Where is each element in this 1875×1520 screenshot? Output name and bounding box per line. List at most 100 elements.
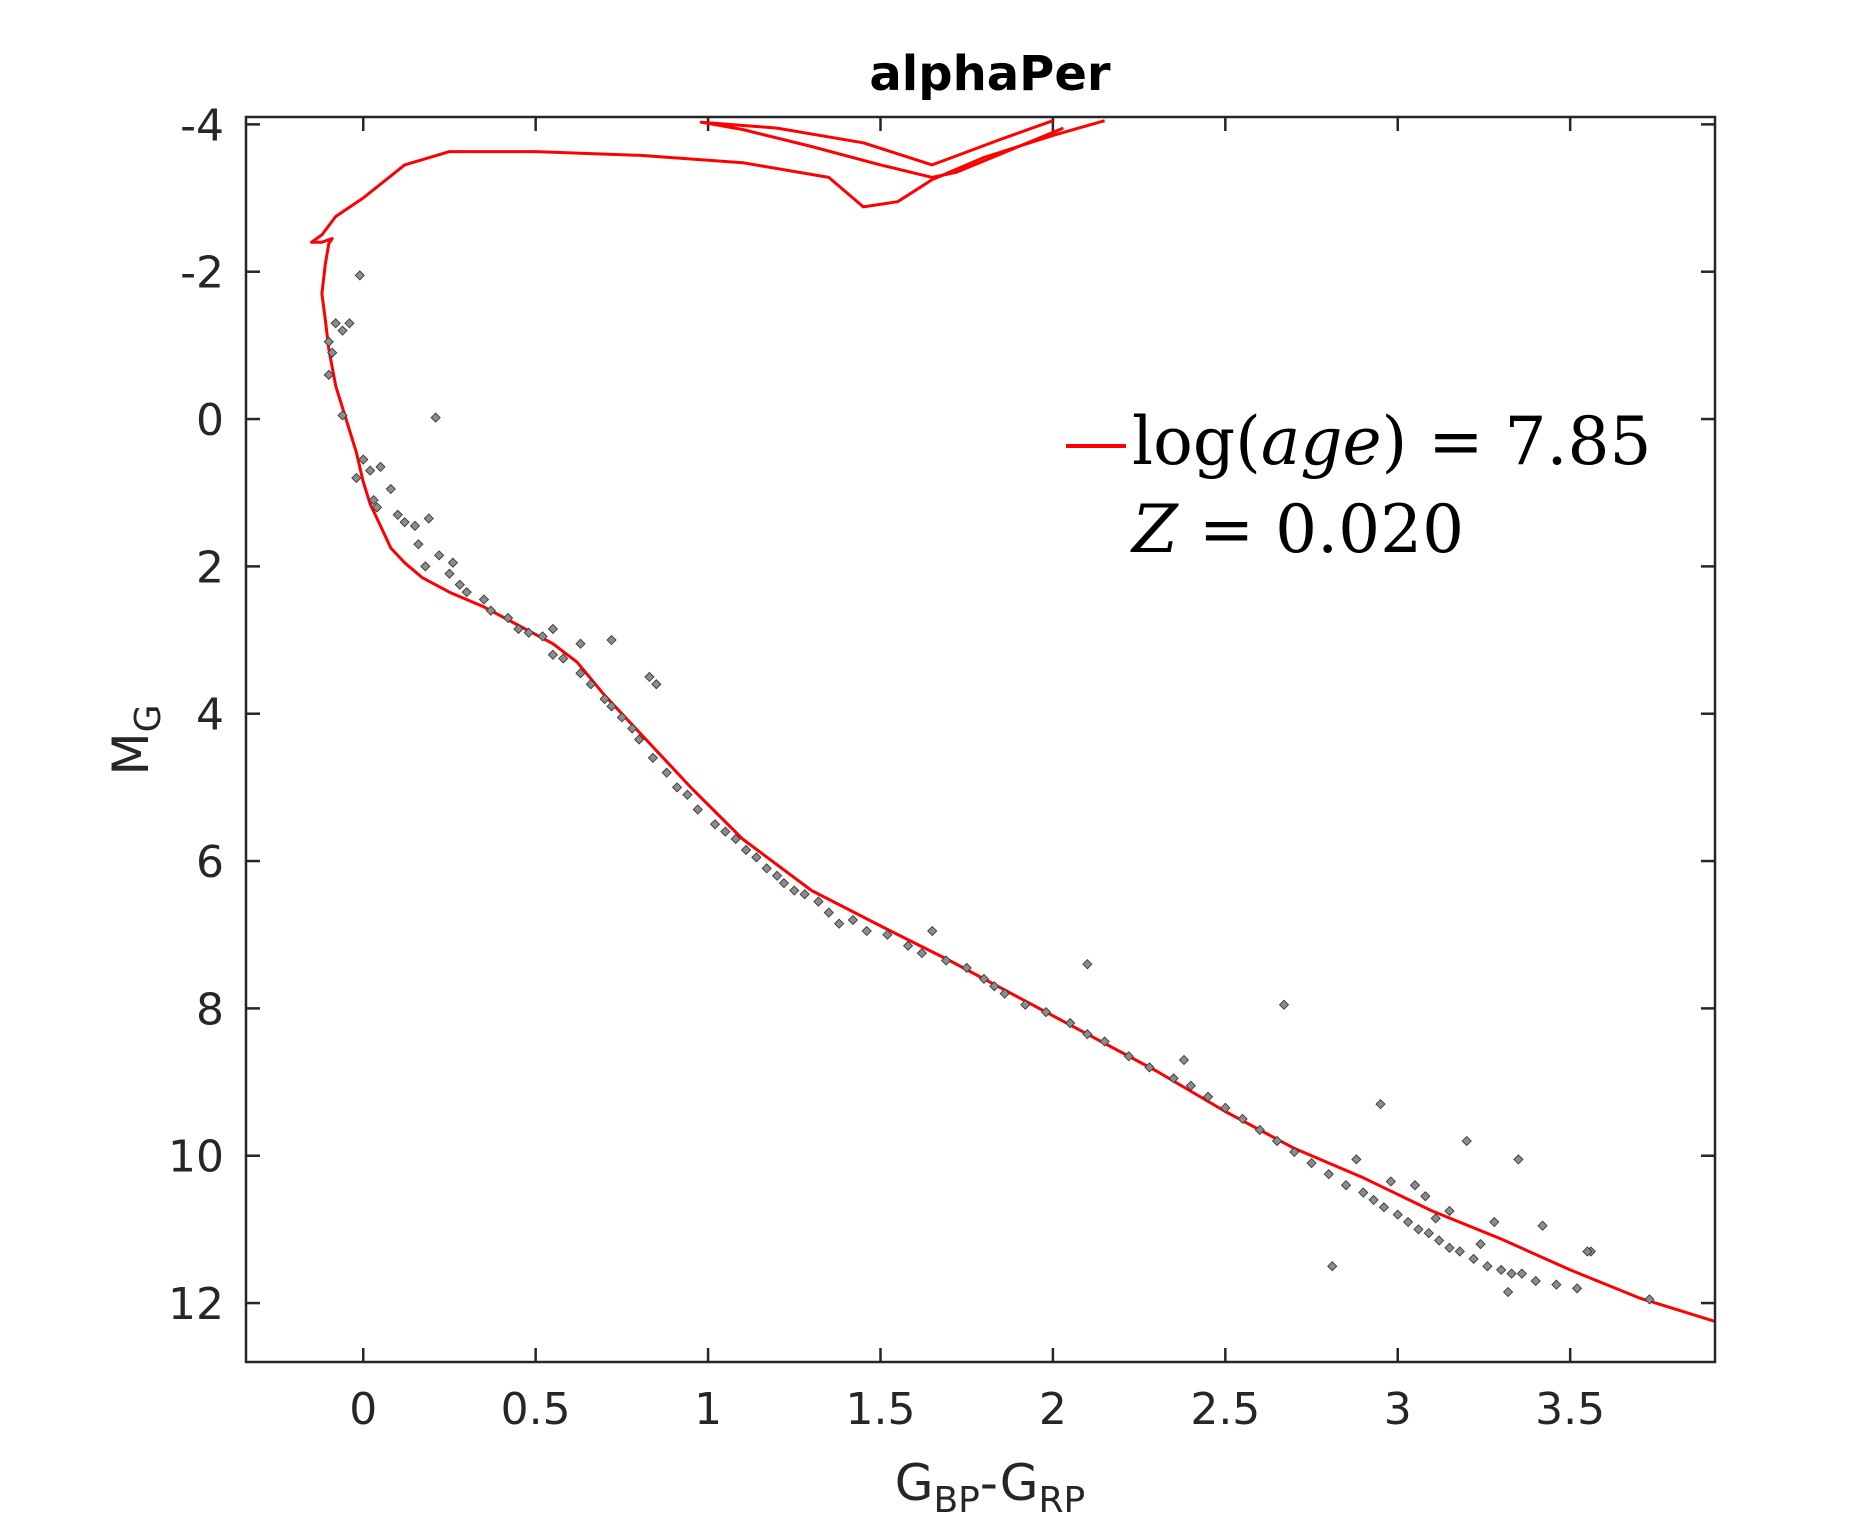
x-label-main: G: [895, 1454, 934, 1512]
x-tick-label: 0: [349, 1384, 377, 1435]
star-point: [999, 988, 1010, 999]
y-label-main: M: [102, 732, 160, 775]
star-point: [371, 502, 383, 513]
star-point: [651, 679, 662, 690]
star-point: [547, 649, 559, 660]
star-point: [1444, 1242, 1455, 1253]
star-point: [337, 410, 348, 421]
star-point: [1423, 1227, 1434, 1239]
axis-ticks: [246, 117, 1715, 1362]
star-point: [585, 679, 596, 690]
star-point: [409, 520, 421, 531]
star-point: [799, 889, 810, 900]
star-point: [454, 579, 465, 590]
star-point: [1202, 1091, 1214, 1102]
star-point: [1482, 1261, 1493, 1272]
star-point: [1327, 1261, 1338, 1272]
star-point: [1144, 1062, 1155, 1073]
star-point: [823, 907, 834, 918]
star-point: [1454, 1246, 1465, 1257]
y-tick-label: 6: [196, 837, 224, 888]
star-point: [1506, 1268, 1517, 1279]
x-tick-label: 0.5: [501, 1384, 571, 1435]
star-point: [1644, 1294, 1655, 1305]
legend-text-part: age: [1261, 403, 1382, 480]
star-point: [771, 870, 783, 881]
star-point: [1430, 1213, 1441, 1224]
star-point: [423, 513, 434, 524]
star-point: [1020, 999, 1031, 1010]
star-point: [1123, 1051, 1134, 1062]
x-tick-label: 3.5: [1535, 1384, 1605, 1435]
star-point: [1433, 1235, 1445, 1246]
star-point: [1502, 1286, 1514, 1298]
star-point: [558, 653, 569, 664]
star-point: [720, 826, 731, 837]
star-point: [1099, 1036, 1110, 1047]
star-point: [1358, 1187, 1369, 1198]
x-label-sub1: BP: [933, 1480, 979, 1520]
star-point: [323, 336, 334, 347]
star-point: [1220, 1102, 1231, 1113]
star-point: [1582, 1246, 1593, 1257]
star-point: [978, 973, 990, 985]
x-tick-label: 3: [1384, 1384, 1412, 1435]
star-point: [709, 819, 721, 830]
star-point: [399, 517, 410, 528]
star-point: [1082, 1029, 1093, 1040]
star-point: [1289, 1146, 1300, 1158]
star-point: [740, 844, 752, 856]
star-point: [1516, 1268, 1528, 1279]
star-point: [1323, 1169, 1334, 1180]
legend: log(age) = 7.85 Z = 0.020: [1066, 403, 1651, 568]
legend-text-part: log(: [1132, 403, 1261, 480]
star-point: [644, 671, 655, 683]
y-tick-label: 0: [196, 395, 224, 446]
star-point: [902, 940, 914, 951]
star-point: [647, 752, 659, 764]
y-tick-label: 12: [168, 1279, 224, 1330]
star-point: [599, 693, 610, 705]
star-point: [575, 668, 586, 679]
star-point: [351, 472, 362, 484]
star-point: [1409, 1180, 1421, 1191]
legend-text-part: = 0.020: [1178, 491, 1464, 568]
star-point: [344, 318, 355, 329]
star-point: [882, 929, 893, 940]
star-point: [1278, 999, 1290, 1010]
star-point: [1271, 1135, 1283, 1147]
star-point: [513, 623, 524, 635]
star-point: [1368, 1194, 1379, 1206]
y-tick-label: -2: [180, 248, 224, 299]
star-point: [1444, 1205, 1455, 1217]
star-point: [354, 270, 365, 281]
star-point: [606, 634, 617, 646]
star-point: [1065, 1017, 1076, 1029]
star-point: [633, 734, 645, 745]
star-point: [606, 701, 617, 712]
star-point: [447, 557, 459, 568]
star-point: [1420, 1191, 1431, 1202]
star-point: [1168, 1073, 1179, 1084]
chart-title: alphaPer: [869, 46, 1111, 102]
star-point: [1351, 1154, 1362, 1165]
star-point: [1040, 1006, 1052, 1018]
legend-text-part: Z: [1130, 491, 1179, 568]
star-point: [537, 631, 548, 642]
star-point: [1402, 1216, 1414, 1228]
star-point: [430, 412, 441, 423]
star-point: [692, 804, 703, 815]
star-point: [847, 914, 859, 926]
star-point: [661, 767, 672, 778]
y-label-sub: G: [128, 704, 169, 732]
star-point: [1537, 1220, 1548, 1231]
star-point: [916, 948, 928, 959]
star-point: [813, 896, 824, 907]
star-point: [1375, 1099, 1386, 1110]
star-point: [323, 369, 334, 380]
star-point: [433, 550, 445, 561]
legend-label-line2: Z = 0.020: [1130, 491, 1464, 568]
star-point: [730, 833, 741, 845]
x-tick-label: 1: [694, 1384, 722, 1435]
star-point: [1461, 1135, 1472, 1147]
